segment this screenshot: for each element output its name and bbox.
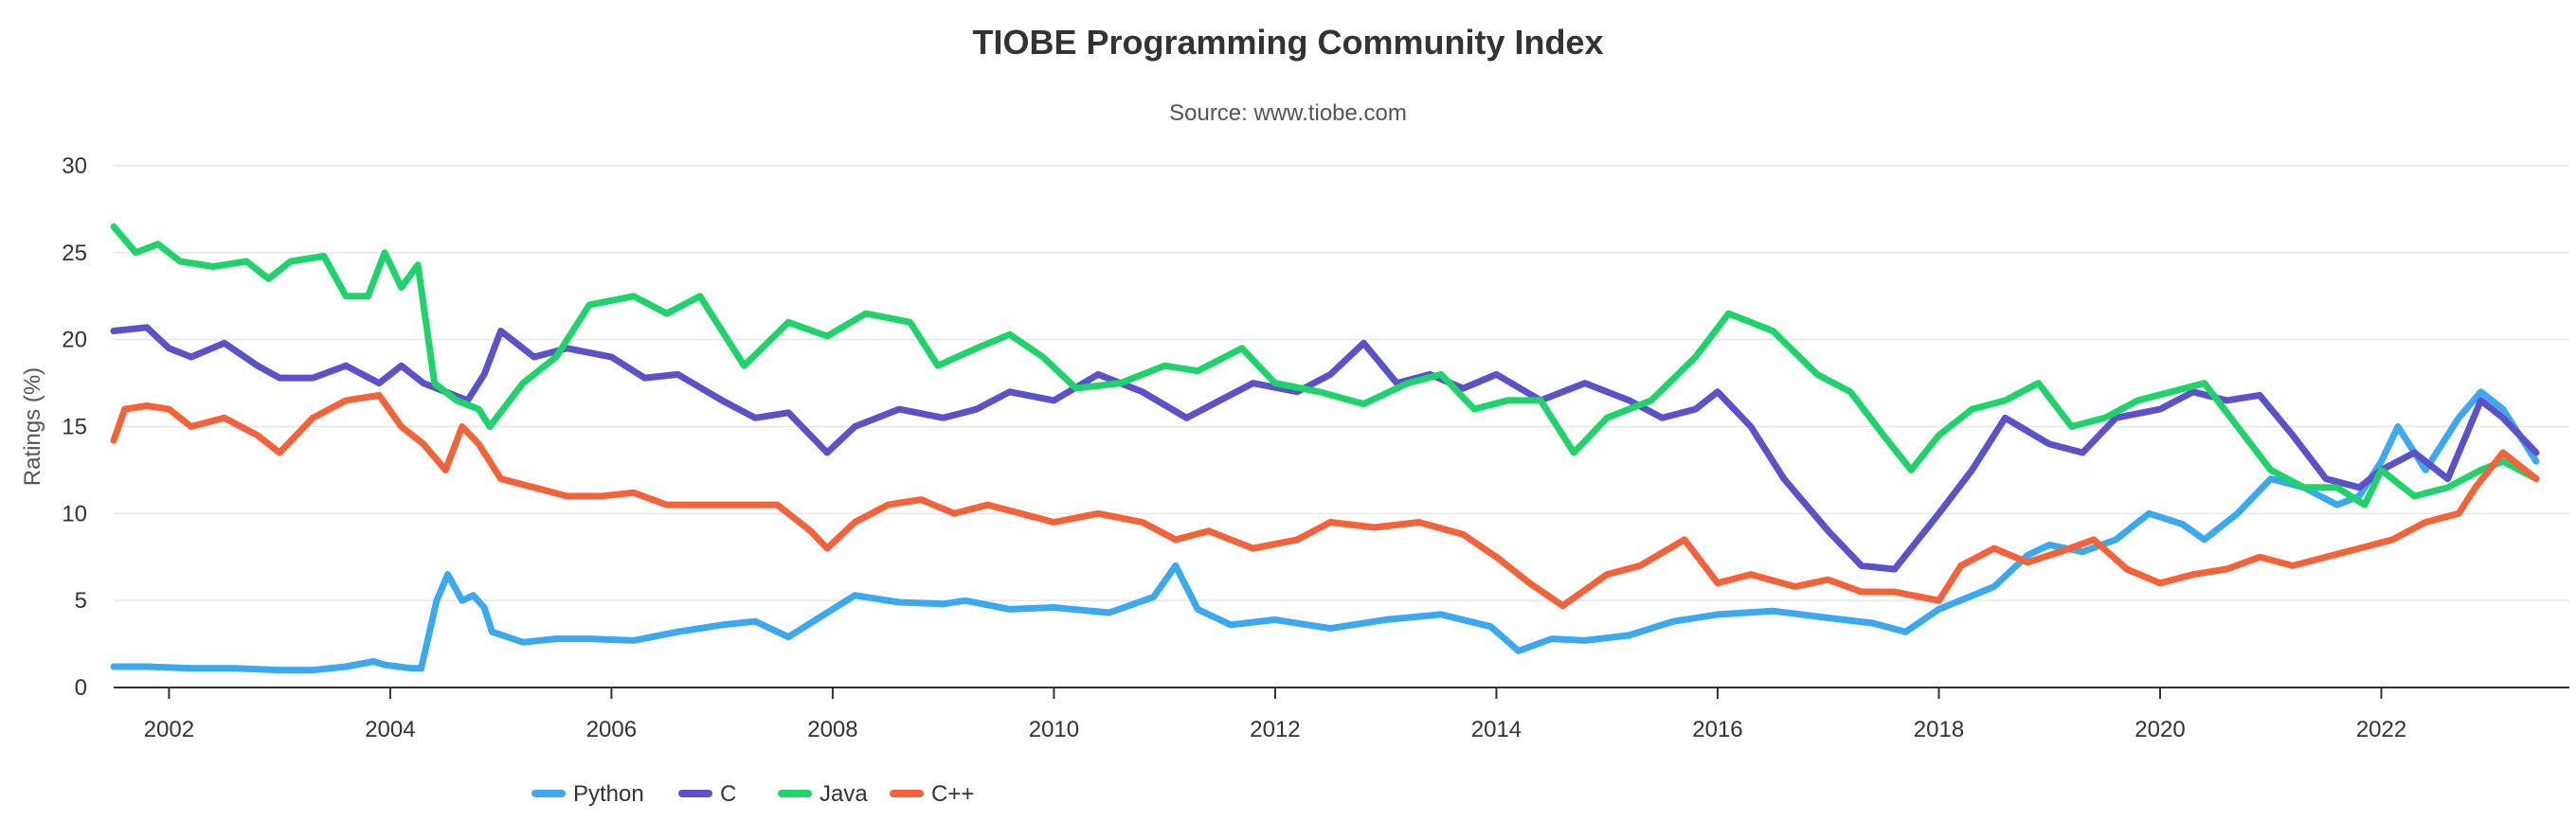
legend-label: C++ xyxy=(931,781,974,807)
x-tick-label: 2022 xyxy=(2356,717,2406,742)
legend-label: Python xyxy=(573,781,644,807)
y-tick-label: 5 xyxy=(75,588,87,614)
y-tick-label: 0 xyxy=(75,675,87,701)
legend-item-c[interactable]: C xyxy=(678,781,736,807)
legend: Python C Java C++ xyxy=(531,781,974,807)
y-tick-label: 10 xyxy=(62,501,87,527)
axes: 0 5 10 15 20 25 30 2002 2004 2006 2008 2010 2012 2014… xyxy=(62,153,2569,742)
x-tick-label: 2014 xyxy=(1471,717,1522,742)
series-line-c xyxy=(110,324,2540,573)
series-line-java xyxy=(110,223,2540,509)
chart-subtitle: Source: www.tiobe.com xyxy=(1169,100,1407,126)
grid xyxy=(114,165,2569,601)
y-tick-label: 20 xyxy=(62,328,87,353)
y-axis-label: Ratings (%) xyxy=(20,367,45,486)
x-tick-label: 2012 xyxy=(1250,717,1300,742)
series-lines xyxy=(110,223,2540,674)
x-tick-label: 2016 xyxy=(1692,717,1742,742)
chart-title: TIOBE Programming Community Index xyxy=(972,23,1604,62)
x-tick-label: 2010 xyxy=(1029,717,1079,742)
x-tick-label: 2002 xyxy=(144,717,194,742)
x-tick-label: 2018 xyxy=(1914,717,1964,742)
y-tick-label: 25 xyxy=(62,241,87,266)
x-tick-label: 2020 xyxy=(2135,717,2185,742)
x-tick-label: 2006 xyxy=(586,717,637,742)
x-tick-label: 2004 xyxy=(365,717,415,742)
legend-item-java[interactable]: Java xyxy=(778,781,868,807)
legend-label: Java xyxy=(820,781,868,807)
y-tick-label: 30 xyxy=(62,153,87,179)
legend-item-python[interactable]: Python xyxy=(531,781,644,807)
x-tick-label: 2008 xyxy=(807,717,857,742)
series-line-cpp xyxy=(110,391,2540,610)
legend-label: C xyxy=(720,781,736,807)
series-line-python xyxy=(110,388,2540,674)
legend-item-cpp[interactable]: C++ xyxy=(890,781,974,807)
y-tick-label: 15 xyxy=(62,415,87,440)
